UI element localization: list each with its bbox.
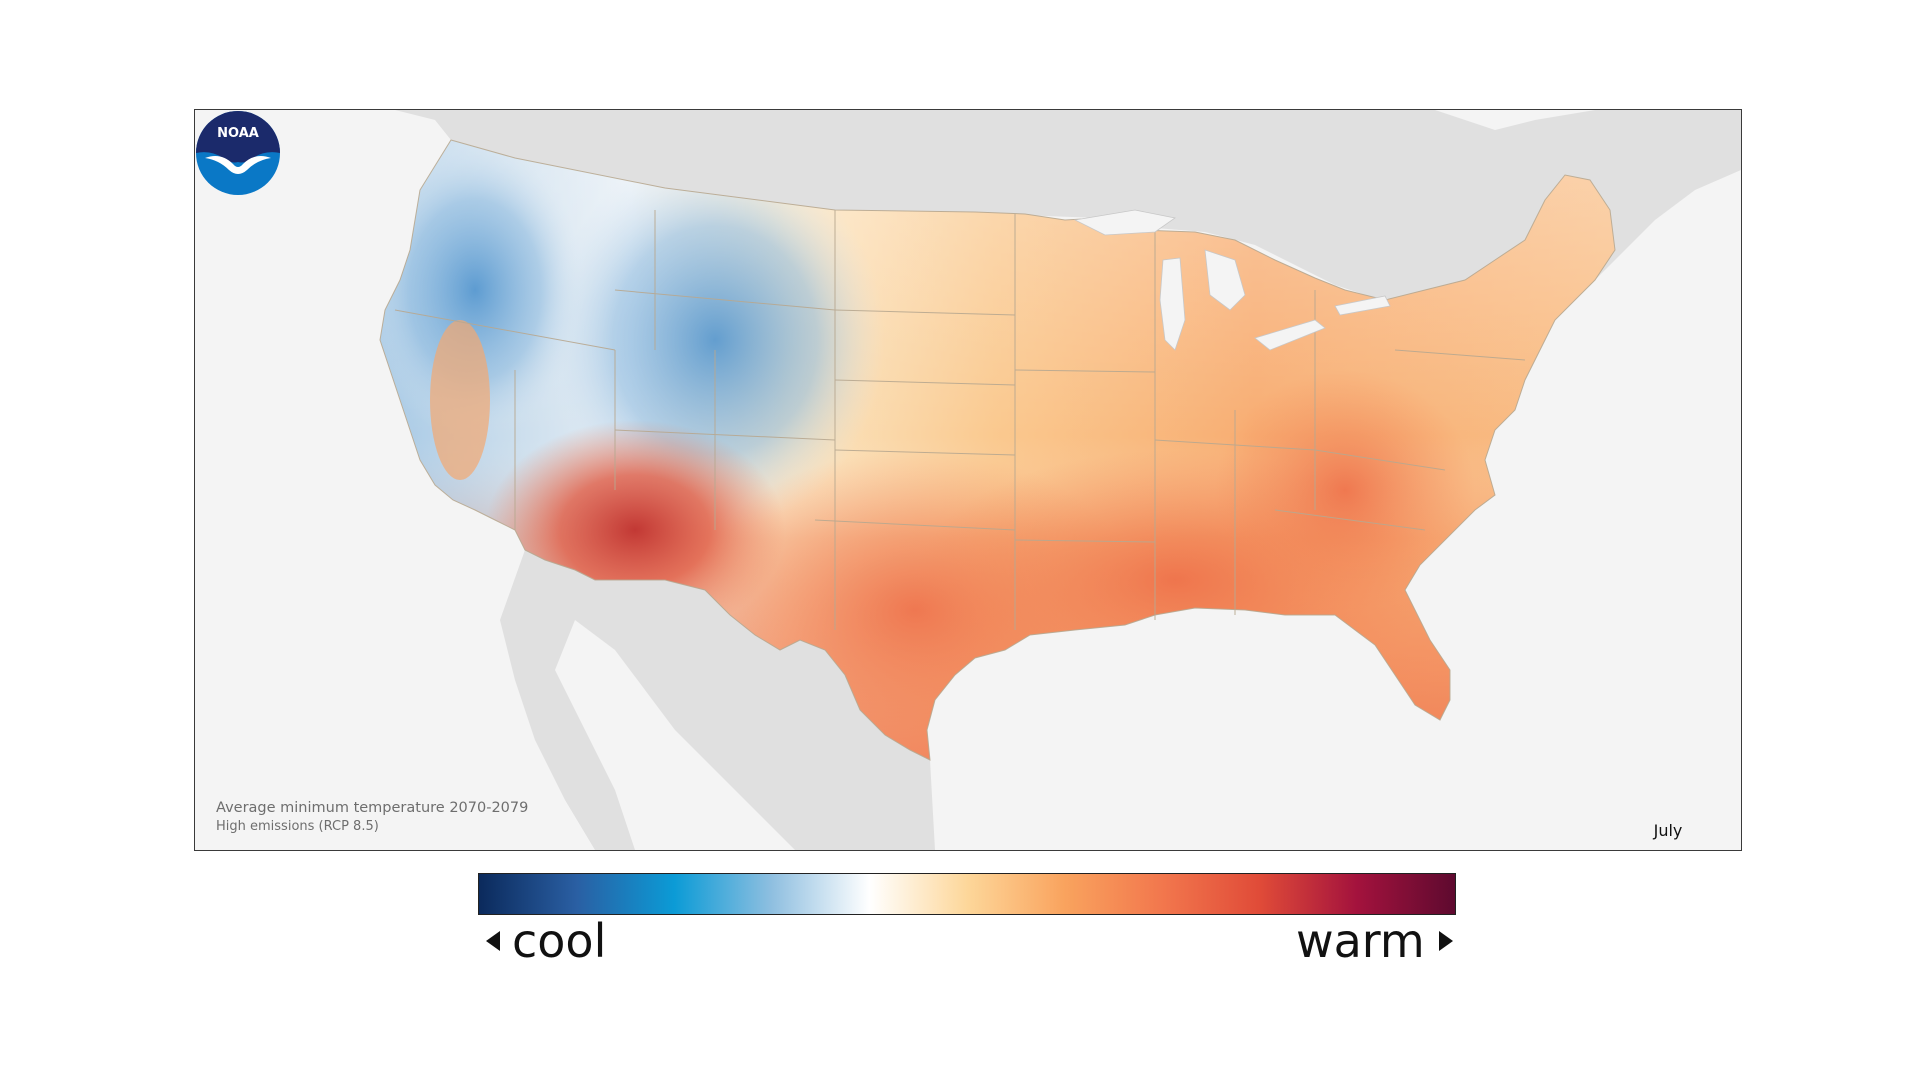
right-arrow-icon (1438, 931, 1453, 951)
legend-cool-label: cool (512, 914, 607, 968)
mexico-landmass (500, 550, 935, 850)
left-arrow-icon (486, 931, 500, 951)
temperature-colorbar (478, 873, 1456, 915)
great-lakes (1073, 209, 1391, 351)
legend-cool: cool (486, 912, 606, 970)
canada-landmass (395, 110, 1741, 310)
legend-warm-label: warm (1296, 914, 1425, 968)
caption-scenario: High emissions (RCP 8.5) (216, 819, 379, 834)
state-borders (379, 139, 1616, 761)
month-label: July (1653, 821, 1683, 840)
noaa-logo-text: NOAA (217, 126, 259, 141)
caption-title: Average minimum temperature 2070-2079 (216, 800, 529, 816)
legend-warm: warm (1296, 912, 1453, 970)
noaa-logo-icon: NOAA (196, 111, 280, 195)
map-caption: Average minimum temperature 2070-2079 Hi… (216, 798, 528, 836)
map-frame: Average minimum temperature 2070-2079 Hi… (194, 109, 1742, 851)
temperature-map[interactable]: Average minimum temperature 2070-2079 Hi… (195, 110, 1741, 850)
